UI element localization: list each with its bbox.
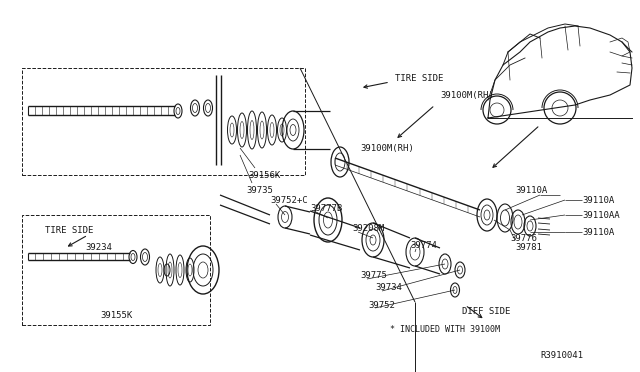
Text: 39774: 39774	[410, 241, 437, 250]
Text: 39156K: 39156K	[248, 170, 280, 180]
Text: TIRE SIDE: TIRE SIDE	[45, 225, 93, 234]
Bar	[22, 68, 305, 175]
Text: 39781: 39781	[515, 244, 542, 253]
Text: 39110A: 39110A	[515, 186, 547, 195]
Text: 39775: 39775	[360, 272, 387, 280]
Text: 39777B: 39777B	[310, 203, 342, 212]
Text: 39234: 39234	[85, 244, 112, 253]
Text: R3910041: R3910041	[540, 352, 583, 360]
Text: * INCLUDED WITH 39100M: * INCLUDED WITH 39100M	[390, 326, 500, 334]
Text: 39208M: 39208M	[352, 224, 384, 232]
Text: TIRE SIDE: TIRE SIDE	[395, 74, 444, 83]
Text: 39752+C: 39752+C	[270, 196, 308, 205]
Text: DIFF SIDE: DIFF SIDE	[462, 308, 510, 317]
Text: 39100M(RH): 39100M(RH)	[440, 90, 493, 99]
Text: 39110A: 39110A	[582, 228, 614, 237]
Text: 39110A: 39110A	[582, 196, 614, 205]
Text: 39752: 39752	[368, 301, 395, 310]
Text: 39100M(RH): 39100M(RH)	[360, 144, 413, 153]
Text: 39735: 39735	[246, 186, 273, 195]
Text: 39110AA: 39110AA	[582, 211, 620, 219]
Text: 39155K: 39155K	[100, 311, 132, 321]
Text: 39734: 39734	[375, 283, 402, 292]
Bar	[22, 215, 210, 325]
Text: 39776: 39776	[510, 234, 537, 243]
